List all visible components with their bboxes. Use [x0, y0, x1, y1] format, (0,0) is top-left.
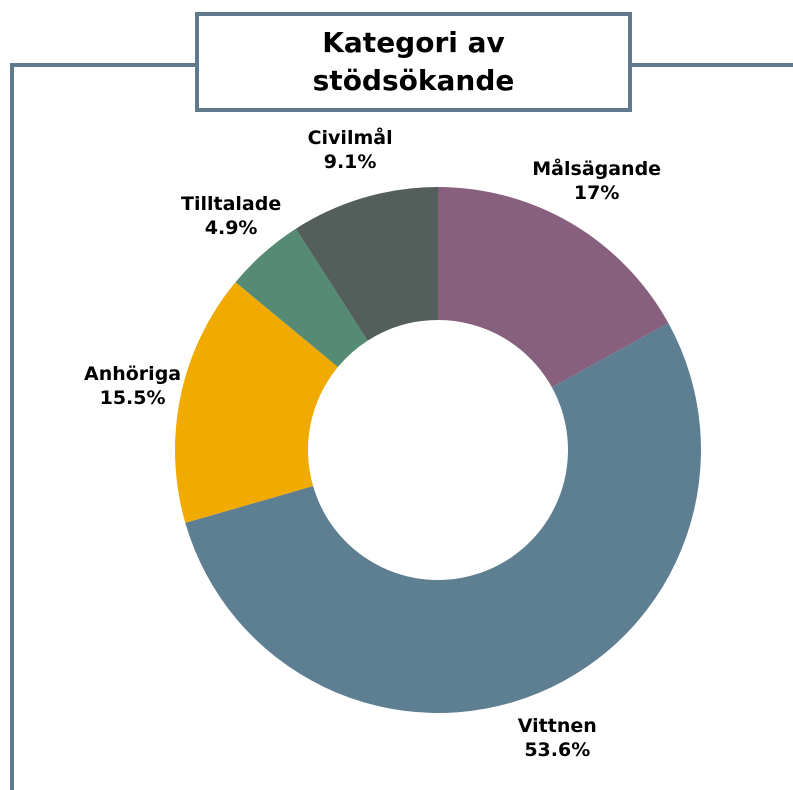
title-box: Kategori av stödsökande [195, 12, 632, 112]
donut-slice [295, 187, 438, 341]
donut-slice [175, 282, 338, 523]
slice-value-label: 15.5% [100, 387, 166, 409]
slice-label: Anhöriga [84, 363, 181, 385]
slice-value-label: 53.6% [524, 739, 590, 761]
slice-label: Vittnen [518, 715, 597, 737]
slice-label: Målsägande [532, 156, 661, 180]
slice-label: Tilltalade [181, 193, 281, 215]
slice-value-label: 9.1% [324, 151, 377, 173]
frame [10, 63, 195, 790]
donut-slice [235, 228, 368, 368]
donut-slice [438, 187, 669, 388]
donut-slice [185, 323, 701, 713]
chart-title: Kategori av stödsökande [312, 26, 515, 97]
slice-label: Civilmål [308, 125, 393, 149]
slice-value-label: 4.9% [205, 217, 258, 239]
slice-value-label: 17% [574, 182, 619, 204]
